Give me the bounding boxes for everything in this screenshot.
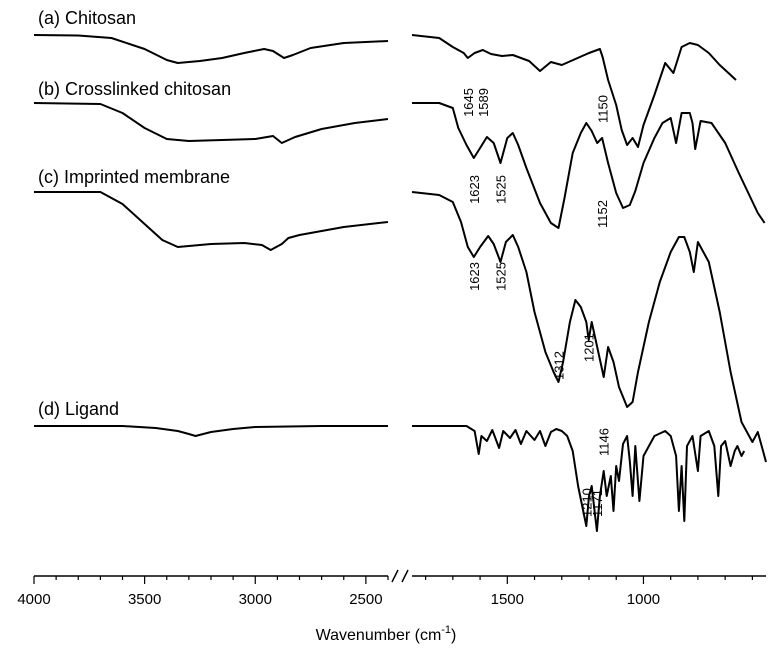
x-tick-label-3000: 3000 [239,591,272,608]
series-label-2: (b) Crosslinked chitosan [38,79,231,99]
x-axis: 4000 3500 3000 2500 1500 1000 [17,569,766,608]
peak-label-1623: 1623 [467,175,482,204]
spectrum-line-4-left [34,425,388,437]
peak-label-1312: 1312 [552,351,567,380]
peak-label-1589: 1589 [476,88,491,117]
peak-label-1201: 1201 [582,333,597,362]
x-tick-label-2500: 2500 [349,591,382,608]
x-axis-title: Wavenumber (cm-1) [316,624,457,644]
x-tick-label-3500: 3500 [128,591,161,608]
peak-annotations: 1645 1589 1150 1623 1525 1152 1623 1525 1312 1201… [461,88,612,517]
spectrum-line-2-left [33,102,389,144]
series-labels: (a) Chitosan (b) Crosslinked chitosan (c) … [38,8,231,419]
x-axis-title-end: ) [451,627,456,644]
spectrum-line-2-right [412,102,766,229]
spectrum-line-4-right [412,425,746,532]
peak-label-1150: 1150 [596,95,611,123]
peak-label-1525: 1525 [494,262,509,291]
spectrum-line-1-right [411,34,737,148]
spectrum-line-3-right [411,191,767,463]
peak-label-1645: 1645 [461,88,476,117]
x-axis-title-text: Wavenumber (cm [316,627,442,644]
peak-label-1210: 1210 [579,488,594,517]
series-label-1: (a) Chitosan [38,8,136,28]
axis-break-mark-1 [391,569,399,583]
spectra-group [33,34,767,532]
x-tick-label-1500: 1500 [491,591,524,608]
series-label-4: (d) Ligand [38,399,119,419]
spectrum-line-3-left [34,191,389,251]
peak-label-1152: 1152 [595,200,610,228]
x-tick-label-1000: 1000 [627,591,660,608]
x-axis-title-sup: -1 [441,624,451,636]
spectrum-line-1-left [33,34,389,64]
peak-label-1146: 1146 [597,428,612,456]
peak-label-1623: 1623 [467,262,482,291]
peak-label-1525: 1525 [494,175,509,204]
x-tick-label-4000: 4000 [17,591,50,608]
series-label-3: (c) Imprinted membrane [38,167,230,187]
peak-label-1171: 1171 [590,489,605,517]
axis-break-mark-2 [401,569,409,583]
